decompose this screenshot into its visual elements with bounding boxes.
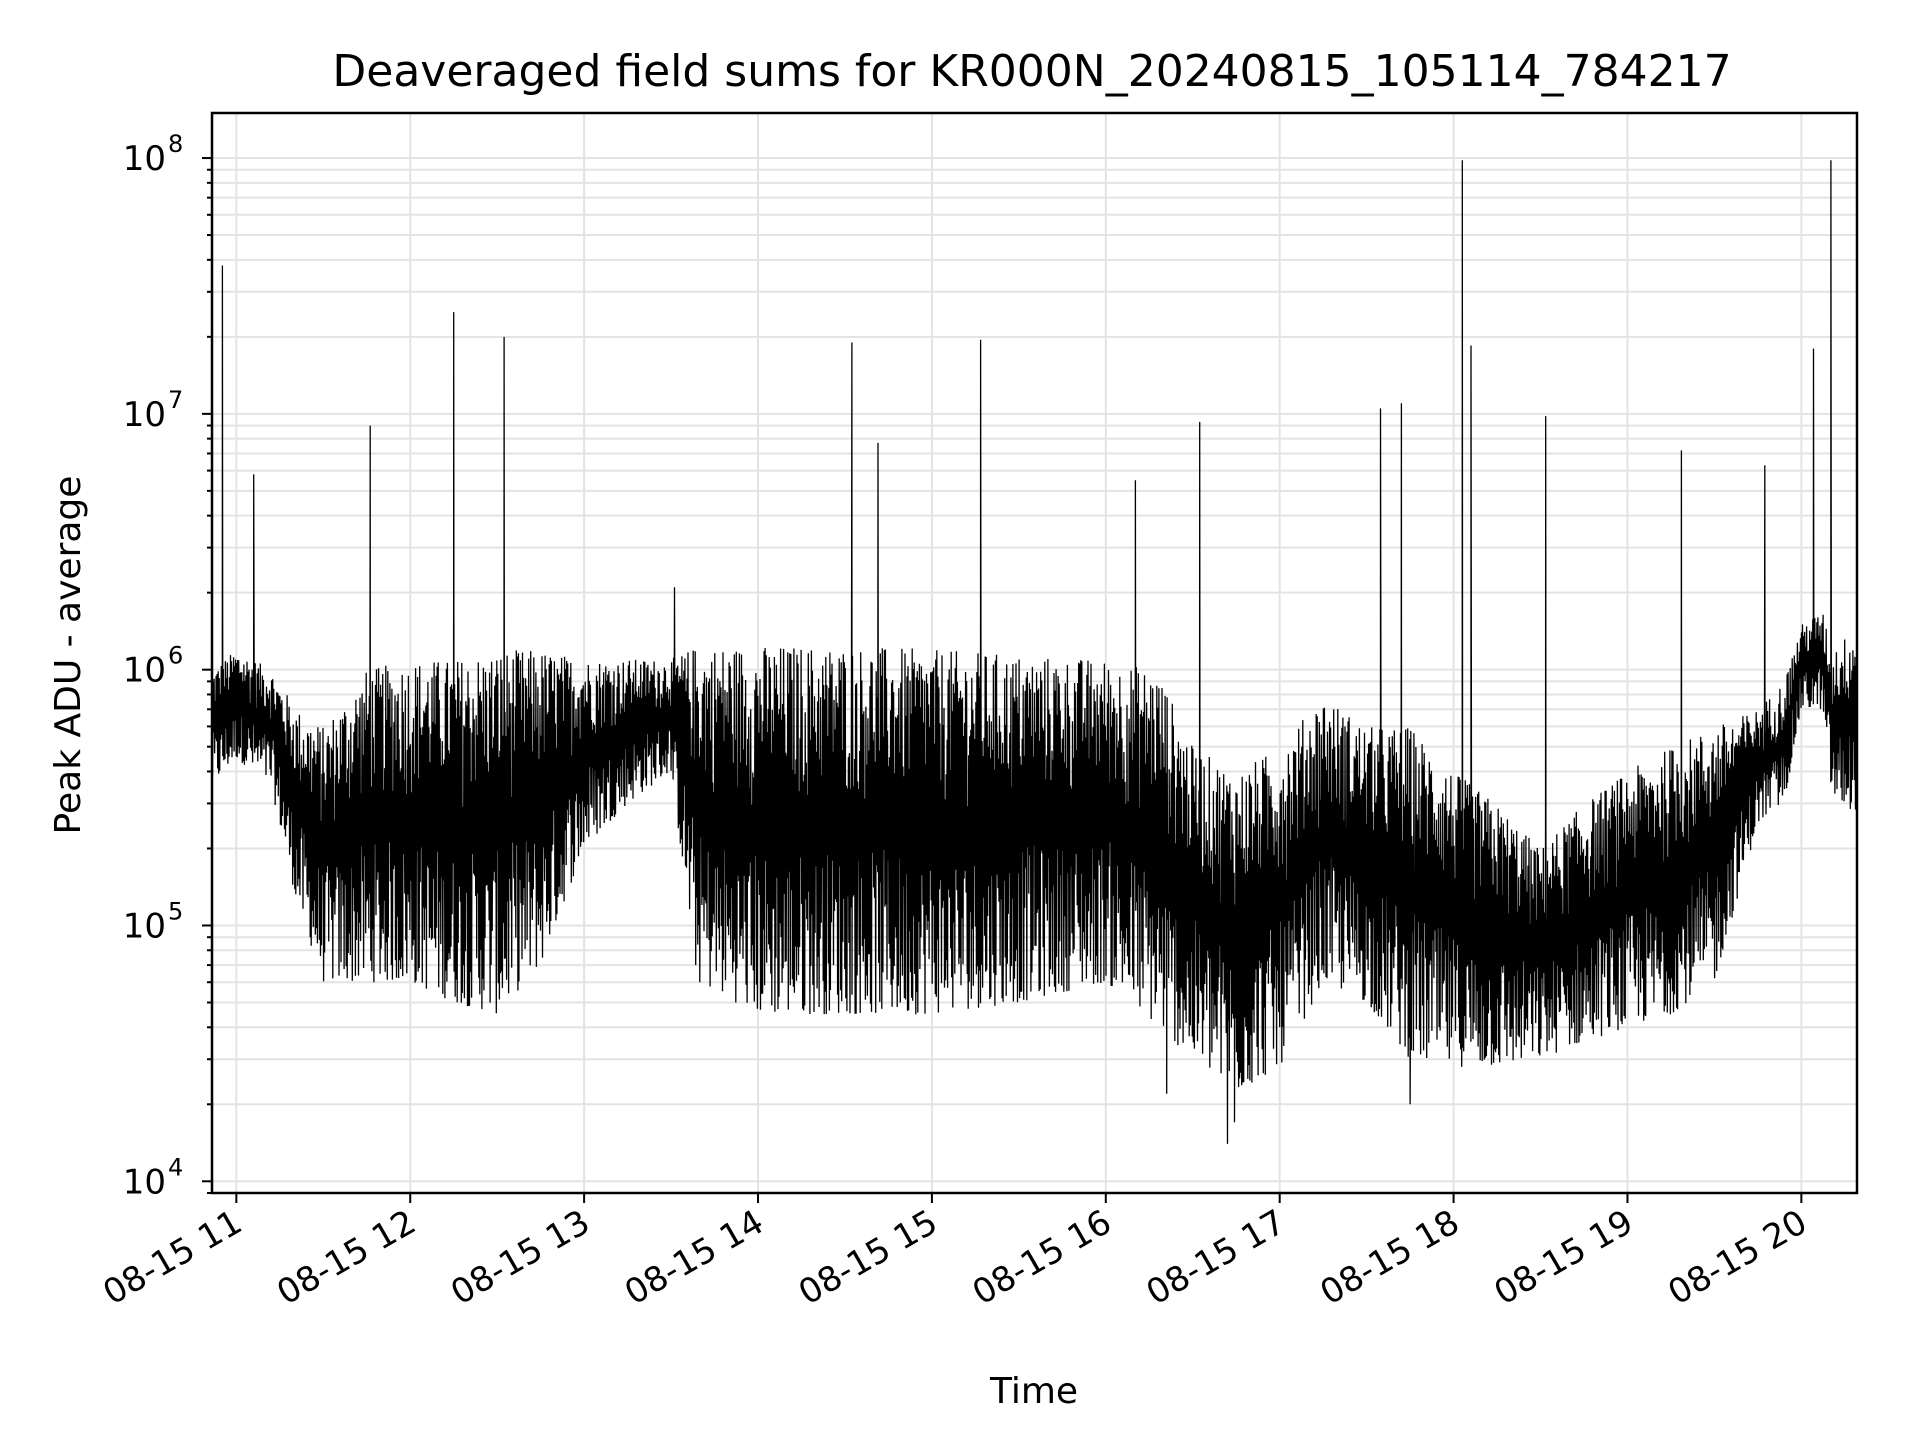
series-line: [211, 160, 1858, 1144]
chart-title: Deaveraged field sums for KR000N_2024081…: [332, 46, 1731, 97]
y-tick-label: 10: [123, 906, 166, 946]
x-axis: 08-15 11 08-15 12 08-15 13 08-15 14 08-15 15…: [96, 1193, 1814, 1313]
x-tick-label: 08-15 16: [966, 1202, 1118, 1313]
y-tick-label: 10: [123, 651, 166, 691]
y-tick-label: 10: [123, 395, 166, 435]
y-tick-exponent: 5: [168, 897, 183, 925]
x-tick-label: 08-15 18: [1314, 1202, 1466, 1313]
x-tick-label: 08-15 19: [1488, 1202, 1640, 1313]
x-tick-label: 08-15 14: [618, 1202, 770, 1313]
series-path: [211, 160, 1858, 1144]
x-tick-label: 08-15 20: [1661, 1202, 1813, 1313]
x-axis-label: Time: [989, 1371, 1078, 1412]
y-tick-label: 10: [123, 1162, 166, 1202]
y-axis-label: Peak ADU - average: [48, 476, 89, 835]
y-tick-label: 10: [123, 139, 166, 179]
x-tick-label: 08-15 13: [444, 1202, 596, 1313]
y-tick-exponent: 6: [168, 642, 183, 670]
y-tick-exponent: 8: [168, 130, 183, 158]
x-tick-label: 08-15 17: [1140, 1202, 1292, 1313]
y-tick-exponent: 4: [168, 1153, 183, 1181]
x-tick-label: 08-15 15: [792, 1202, 944, 1313]
plot-frame: [210, 111, 1859, 1195]
grid: [212, 113, 1857, 1194]
x-tick-label: 08-15 11: [96, 1202, 248, 1313]
y-tick-exponent: 7: [168, 386, 183, 414]
x-tick-label: 08-15 12: [270, 1202, 422, 1313]
